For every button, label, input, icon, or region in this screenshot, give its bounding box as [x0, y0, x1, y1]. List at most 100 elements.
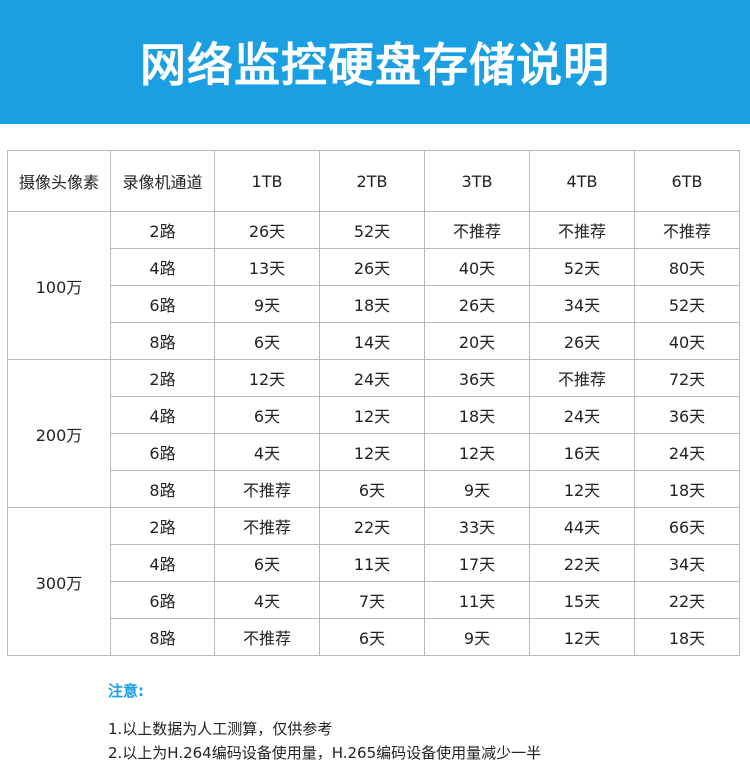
title-banner: 网络监控硬盘存储说明: [0, 0, 750, 124]
duration-cell: 不推荐: [424, 211, 530, 249]
table-row: 8路 不推荐 6天 9天 12天 18天: [8, 470, 740, 508]
duration-cell: 4天: [214, 433, 320, 471]
duration-cell: 不推荐: [214, 470, 320, 508]
table-row: 8路 不推荐 6天 9天 12天 18天: [8, 618, 740, 656]
duration-cell: 22天: [634, 581, 740, 619]
table-row: 100万 2路 26天 52天 不推荐 不推荐 不推荐: [7, 211, 740, 360]
table-header-row: 摄像头像素 录像机通道 1TB 2TB 3TB 4TB 6TB: [7, 150, 740, 212]
duration-cell: 18天: [424, 396, 530, 434]
pixel-cell: 100万: [7, 211, 111, 360]
duration-cell: 17天: [424, 544, 530, 582]
duration-cell: 6天: [214, 544, 320, 582]
page-title: 网络监控硬盘存储说明: [140, 38, 610, 92]
channel-cell: 8路: [110, 618, 215, 656]
note-item: 1.以上数据为人工测算，仅供参考: [108, 720, 333, 738]
duration-cell: 44天: [529, 507, 635, 545]
channel-cell: 2路: [110, 507, 215, 545]
duration-cell: 12天: [529, 618, 635, 656]
duration-cell: 18天: [319, 285, 425, 323]
duration-cell: 6天: [214, 322, 320, 360]
duration-cell: 26天: [529, 322, 635, 360]
duration-cell: 4天: [214, 581, 320, 619]
header-4tb: 4TB: [529, 150, 635, 212]
duration-cell: 12天: [424, 433, 530, 471]
duration-cell: 7天: [319, 581, 425, 619]
table-row: 300万 2路 不推荐 22天 33天 44天 66天: [7, 507, 740, 656]
channel-cell: 8路: [110, 322, 215, 360]
duration-cell: 18天: [634, 470, 740, 508]
channel-cell: 8路: [110, 470, 215, 508]
duration-cell: 6天: [214, 396, 320, 434]
duration-cell: 9天: [214, 285, 320, 323]
pixel-cell: 300万: [7, 507, 111, 656]
duration-cell: 36天: [424, 359, 530, 397]
duration-cell: 52天: [529, 248, 635, 286]
duration-cell: 9天: [424, 618, 530, 656]
table-row: 200万 2路 12天 24天 36天 不推荐 72天: [7, 359, 740, 508]
table-row: 4路 6天 12天 18天 24天 36天: [8, 396, 740, 434]
channel-cell: 6路: [110, 581, 215, 619]
note-item: 2.以上为H.264编码设备使用量，H.265编码设备使用量减少一半: [108, 744, 542, 762]
duration-cell: 52天: [319, 211, 425, 249]
table-row: 4路 13天 26天 40天 52天 80天: [8, 248, 740, 286]
table-row: 6路 9天 18天 26天 34天 52天: [8, 285, 740, 323]
storage-table: 摄像头像素 录像机通道 1TB 2TB 3TB 4TB 6TB 100万 2路 26…: [7, 150, 740, 656]
duration-cell: 66天: [634, 507, 740, 545]
channel-cell: 4路: [110, 248, 215, 286]
duration-cell: 12天: [319, 433, 425, 471]
channel-cell: 4路: [110, 544, 215, 582]
duration-cell: 24天: [634, 433, 740, 471]
duration-cell: 26天: [214, 211, 320, 249]
duration-cell: 40天: [424, 248, 530, 286]
duration-cell: 24天: [319, 359, 425, 397]
duration-cell: 40天: [634, 322, 740, 360]
channel-cell: 2路: [110, 211, 215, 249]
header-6tb: 6TB: [634, 150, 740, 212]
table-row: 6路 4天 7天 11天 15天 22天: [8, 581, 740, 619]
duration-cell: 12天: [214, 359, 320, 397]
header-pixel: 摄像头像素: [7, 150, 111, 212]
duration-cell: 11天: [424, 581, 530, 619]
duration-cell: 11天: [319, 544, 425, 582]
duration-cell: 不推荐: [214, 618, 320, 656]
table-row: 4路 6天 11天 17天 22天 34天: [8, 544, 740, 582]
duration-cell: 15天: [529, 581, 635, 619]
duration-cell: 20天: [424, 322, 530, 360]
duration-cell: 34天: [634, 544, 740, 582]
header-3tb: 3TB: [424, 150, 530, 212]
table-row: 8路 6天 14天 20天 26天 40天: [8, 322, 740, 360]
channel-cell: 4路: [110, 396, 215, 434]
pixel-cell: 200万: [7, 359, 111, 508]
notes-section: 注意: 1.以上数据为人工测算，仅供参考 2.以上为H.264编码设备使用量，H…: [108, 680, 541, 765]
duration-cell: 22天: [529, 544, 635, 582]
table-row: 6路 4天 12天 12天 16天 24天: [8, 433, 740, 471]
channel-cell: 6路: [110, 433, 215, 471]
duration-cell: 不推荐: [529, 359, 635, 397]
duration-cell: 16天: [529, 433, 635, 471]
duration-cell: 72天: [634, 359, 740, 397]
header-1tb: 1TB: [214, 150, 320, 212]
channel-cell: 6路: [110, 285, 215, 323]
duration-cell: 6天: [319, 470, 425, 508]
duration-cell: 不推荐: [529, 211, 635, 249]
duration-cell: 34天: [529, 285, 635, 323]
duration-cell: 6天: [319, 618, 425, 656]
duration-cell: 80天: [634, 248, 740, 286]
duration-cell: 26天: [424, 285, 530, 323]
duration-cell: 不推荐: [214, 507, 320, 545]
duration-cell: 52天: [634, 285, 740, 323]
notes-title: 注意:: [108, 682, 144, 700]
duration-cell: 12天: [529, 470, 635, 508]
header-channel: 录像机通道: [110, 150, 215, 212]
duration-cell: 33天: [424, 507, 530, 545]
duration-cell: 12天: [319, 396, 425, 434]
channel-cell: 2路: [110, 359, 215, 397]
table-body: 100万 2路 26天 52天 不推荐 不推荐 不推荐 4路 13天 26天 40天 52天 80天 6路…: [7, 211, 740, 656]
header-2tb: 2TB: [319, 150, 425, 212]
duration-cell: 26天: [319, 248, 425, 286]
duration-cell: 22天: [319, 507, 425, 545]
duration-cell: 9天: [424, 470, 530, 508]
duration-cell: 24天: [529, 396, 635, 434]
duration-cell: 14天: [319, 322, 425, 360]
duration-cell: 36天: [634, 396, 740, 434]
